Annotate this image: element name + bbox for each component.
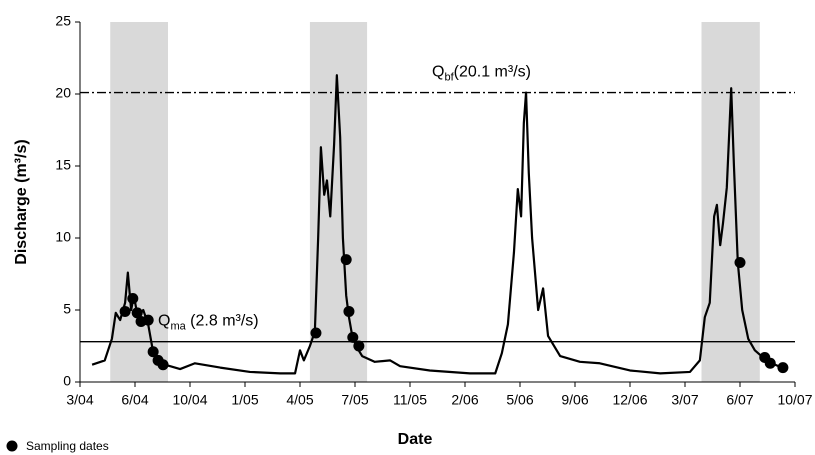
sampling-point xyxy=(310,327,322,339)
x-tick-label: 4/05 xyxy=(286,392,313,408)
x-tick-label: 3/07 xyxy=(671,392,698,408)
sampling-point xyxy=(734,256,746,268)
reference-label-main: Q xyxy=(432,64,444,81)
sampling-point xyxy=(347,331,359,343)
x-tick-label: 12/06 xyxy=(612,392,647,408)
x-tick-label: 7/05 xyxy=(341,392,368,408)
y-tick-label: 25 xyxy=(55,13,71,29)
x-tick-label: 5/06 xyxy=(506,392,533,408)
sampling-point xyxy=(131,307,143,319)
x-tick-label: 10/04 xyxy=(172,392,207,408)
sampling-point xyxy=(119,305,131,317)
reference-label-main: Q xyxy=(158,313,170,330)
x-tick-label: 10/07 xyxy=(777,392,812,408)
x-tick-label: 6/07 xyxy=(726,392,753,408)
sampling-point xyxy=(340,254,352,266)
x-tick-label: 9/06 xyxy=(561,392,588,408)
y-tick-label: 5 xyxy=(63,301,71,317)
x-axis-title: Date xyxy=(398,431,433,448)
reference-label: Qma (2.8 m³/s) xyxy=(158,313,259,333)
y-tick-label: 0 xyxy=(63,373,71,389)
legend-label: Sampling dates xyxy=(26,439,109,453)
x-tick-label: 2/06 xyxy=(451,392,478,408)
shaded-period xyxy=(701,22,760,382)
reference-label-rest: (2.8 m³/s) xyxy=(186,313,259,330)
y-axis-title: Discharge (m³/s) xyxy=(13,139,30,264)
x-tick-label: 11/05 xyxy=(393,392,427,408)
sampling-point xyxy=(353,340,365,352)
sampling-point xyxy=(343,305,355,317)
sampling-point xyxy=(147,346,159,358)
legend-marker xyxy=(6,440,18,452)
y-tick-label: 20 xyxy=(55,85,71,101)
sampling-point xyxy=(157,359,169,371)
x-tick-label: 1/05 xyxy=(231,392,258,408)
y-tick-label: 10 xyxy=(55,229,71,245)
reference-label: Qbf(20.1 m³/s) xyxy=(432,64,531,84)
y-tick-label: 15 xyxy=(55,157,71,173)
reference-label-sub: ma xyxy=(170,321,186,333)
sampling-point xyxy=(142,314,154,326)
sampling-point xyxy=(764,357,776,369)
sampling-point xyxy=(777,362,789,374)
sampling-point xyxy=(127,292,139,304)
reference-label-rest: (20.1 m³/s) xyxy=(454,64,531,81)
reference-label-sub: bf xyxy=(444,71,454,83)
x-tick-label: 3/04 xyxy=(66,392,93,408)
x-tick-label: 6/04 xyxy=(121,392,148,408)
